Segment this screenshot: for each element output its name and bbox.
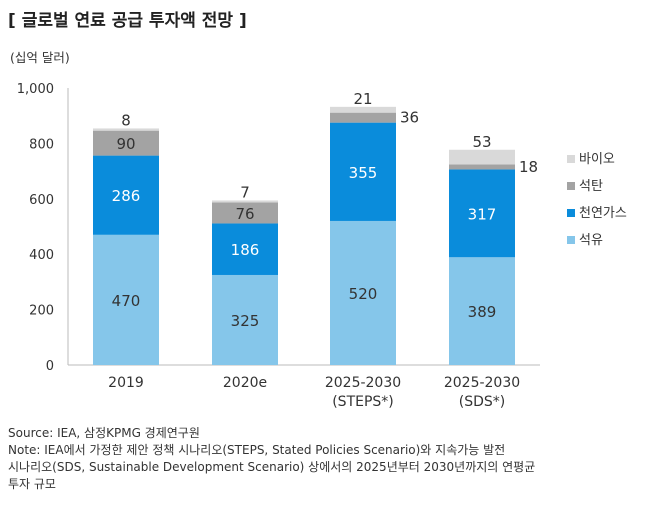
x-tick-label: 2019 — [108, 375, 144, 391]
x-tick-label: 2025-2030 — [444, 375, 520, 391]
x-tick-label: (SDS*) — [459, 394, 505, 410]
bar-segment — [93, 128, 159, 131]
y-tick-label: 1,000 — [17, 82, 54, 97]
bar-segment — [449, 149, 515, 165]
bar-segment — [212, 202, 278, 224]
bar-segment — [212, 200, 278, 203]
legend-swatch — [567, 209, 575, 217]
legend-label: 석유 — [579, 233, 603, 248]
data-label: 90 — [116, 135, 135, 153]
x-tick-label: 2025-2030 — [325, 375, 401, 391]
data-label: 520 — [349, 285, 378, 303]
bar-segment — [212, 223, 278, 275]
x-tick-label: (STEPS*) — [332, 394, 394, 410]
y-axis-unit: (십억 달러) — [10, 50, 70, 65]
y-tick-label: 200 — [29, 304, 54, 319]
y-tick-label: 800 — [29, 137, 54, 152]
bar-segment — [330, 122, 396, 221]
x-tick-label: 2020e — [223, 375, 267, 391]
bar-segment — [449, 164, 515, 170]
bar-segment — [330, 112, 396, 123]
data-label: 18 — [519, 158, 538, 176]
data-label: 21 — [353, 90, 372, 108]
note-line-2: 시나리오(SDS, Sustainable Development Scenar… — [8, 460, 536, 474]
data-label: 286 — [112, 187, 141, 205]
legend-label: 석탄 — [579, 179, 603, 194]
data-label: 76 — [235, 205, 254, 223]
bar-segment — [449, 257, 515, 365]
data-label: 8 — [121, 111, 131, 129]
data-label: 470 — [112, 292, 141, 310]
note-line-1: Note: IEA에서 가정한 제안 정책 시나리오(STEPS, Stated… — [8, 443, 506, 457]
chart-title: [ 글로벌 연료 공급 투자액 전망 ] — [8, 11, 247, 31]
bar-segment — [212, 274, 278, 365]
y-tick-label: 0 — [46, 359, 54, 374]
legend-swatch — [567, 182, 575, 190]
data-label: 186 — [231, 241, 260, 259]
y-tick-label: 600 — [29, 193, 54, 208]
notes: Source: IEA, 삼정KPMG 경제연구원 Note: IEA에서 가정… — [8, 425, 535, 493]
bar-segment — [93, 130, 159, 156]
data-label: 7 — [240, 183, 250, 201]
legend-label: 천연가스 — [579, 206, 627, 221]
data-label: 317 — [468, 205, 497, 223]
data-label: 355 — [349, 164, 378, 182]
data-label: 389 — [468, 303, 497, 321]
data-label: 53 — [472, 133, 491, 151]
note-line-3: 투자 규모 — [8, 477, 56, 491]
bar-segment — [449, 169, 515, 258]
data-label: 36 — [400, 109, 419, 127]
bar-segment — [330, 106, 396, 113]
bar-chart: 0 200 400 600 800 1,000 470 286 90 8 2019 325 186 76 7… — [17, 82, 627, 410]
data-label: 325 — [231, 312, 260, 330]
y-tick-label: 400 — [29, 248, 54, 263]
legend-swatch — [567, 236, 575, 244]
source-note: Source: IEA, 삼정KPMG 경제연구원 — [8, 426, 200, 440]
legend-swatch — [567, 155, 575, 163]
bar-segment — [93, 155, 159, 235]
bar-segment — [330, 220, 396, 365]
legend-label: 바이오 — [579, 152, 615, 167]
bar-segment — [93, 234, 159, 365]
